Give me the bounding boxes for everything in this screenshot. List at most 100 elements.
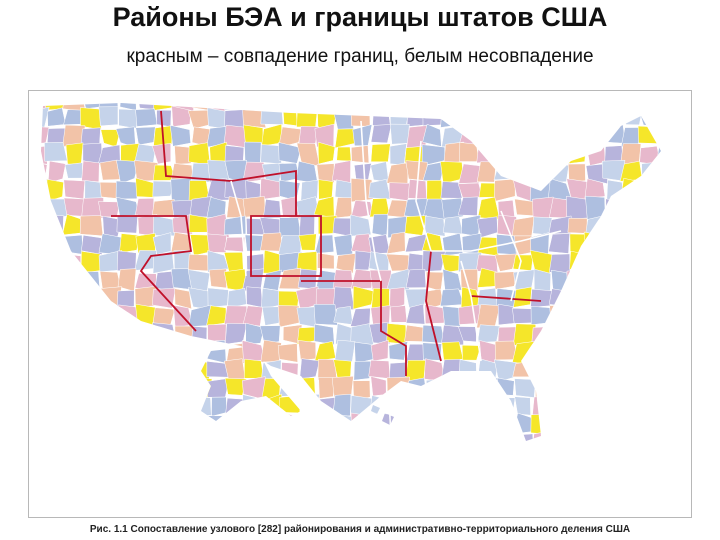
region-cell xyxy=(318,179,334,200)
region-cell xyxy=(81,234,103,255)
region-cell xyxy=(515,449,532,472)
region-cell xyxy=(494,253,518,272)
region-cell xyxy=(386,199,408,218)
region-cell xyxy=(586,485,607,506)
region-cell xyxy=(41,434,51,441)
region-cell xyxy=(441,197,464,221)
region-cell xyxy=(511,103,532,111)
region-cell xyxy=(298,504,316,517)
region-cell xyxy=(173,399,193,418)
region-cell xyxy=(354,163,372,181)
region-cell xyxy=(63,379,85,400)
region-cell xyxy=(223,252,244,273)
region-cell xyxy=(171,471,194,488)
region-cell xyxy=(656,142,661,163)
region-cell xyxy=(657,103,661,110)
region-cell xyxy=(242,394,264,418)
region-cell xyxy=(442,232,464,256)
regions xyxy=(29,103,691,517)
region-cell xyxy=(44,286,63,309)
region-cell xyxy=(603,323,625,345)
region-cell xyxy=(585,307,609,326)
region-cell xyxy=(83,431,100,441)
region-cell xyxy=(657,412,661,436)
region-cell xyxy=(565,289,588,310)
region-cell xyxy=(674,143,691,164)
region-cell xyxy=(639,341,661,364)
region-cell xyxy=(242,196,267,218)
region-cell xyxy=(571,341,588,363)
region-cell xyxy=(246,504,261,517)
region-cell xyxy=(405,487,425,506)
region-cell xyxy=(530,413,554,435)
region-cell xyxy=(29,485,48,507)
region-cell xyxy=(530,288,553,308)
region-cell xyxy=(41,216,51,236)
region-cell xyxy=(279,488,299,506)
region-cell xyxy=(641,361,661,382)
region-cell xyxy=(223,358,246,381)
region-cell xyxy=(62,485,85,506)
region-cell xyxy=(98,412,120,435)
region-cell xyxy=(135,451,158,472)
region-cell xyxy=(603,487,623,507)
region-cell xyxy=(354,468,372,489)
region-cell xyxy=(298,233,317,251)
region-cell xyxy=(479,451,499,472)
region-cell xyxy=(281,362,299,380)
region-cell xyxy=(259,325,281,345)
region-cell xyxy=(441,506,462,517)
region-cell xyxy=(603,502,625,517)
region-cell xyxy=(624,504,643,517)
region-cell xyxy=(389,143,407,166)
region-cell xyxy=(425,103,443,110)
region-cell xyxy=(41,232,48,254)
region-cell xyxy=(656,179,661,202)
region-cell xyxy=(656,324,661,347)
region-cell xyxy=(386,434,410,441)
region-cell xyxy=(79,215,104,237)
region-cell xyxy=(620,270,641,290)
region-cell xyxy=(386,376,410,398)
region-cell xyxy=(63,452,85,471)
region-cell xyxy=(62,322,83,343)
region-cell xyxy=(297,394,320,414)
region-cell xyxy=(477,377,500,398)
region-cell xyxy=(656,108,661,129)
region-cell xyxy=(151,143,171,165)
region-cell xyxy=(461,345,482,361)
region-cell xyxy=(62,343,84,360)
region-cell xyxy=(478,430,499,441)
region-cell xyxy=(242,413,263,433)
region-cell xyxy=(45,360,67,381)
region-cell xyxy=(260,485,281,504)
region-cell xyxy=(621,430,642,441)
region-cell xyxy=(389,287,405,311)
region-cell xyxy=(313,196,335,218)
region-cell xyxy=(115,345,140,361)
region-cell xyxy=(548,412,569,434)
region-cell xyxy=(41,178,49,200)
region-cell xyxy=(353,360,372,381)
region-cell xyxy=(138,503,156,517)
region-cell xyxy=(658,358,661,382)
region-cell xyxy=(407,416,428,433)
region-cell xyxy=(371,213,389,237)
region-cell xyxy=(116,413,137,435)
region-cell xyxy=(137,340,157,363)
region-cell xyxy=(461,412,480,436)
region-cell xyxy=(174,504,189,517)
region-cell xyxy=(619,339,643,364)
region-cell xyxy=(569,250,588,272)
region-cell xyxy=(350,214,372,237)
region-cell xyxy=(207,323,227,343)
region-cell xyxy=(31,503,47,517)
region-cell xyxy=(332,286,355,310)
region-cell xyxy=(208,268,227,289)
region-cell xyxy=(642,269,661,289)
region-cell xyxy=(154,468,174,489)
region-cell xyxy=(405,394,425,417)
region-cell xyxy=(602,393,626,415)
region-cell xyxy=(621,103,641,108)
region-cell xyxy=(102,432,122,441)
